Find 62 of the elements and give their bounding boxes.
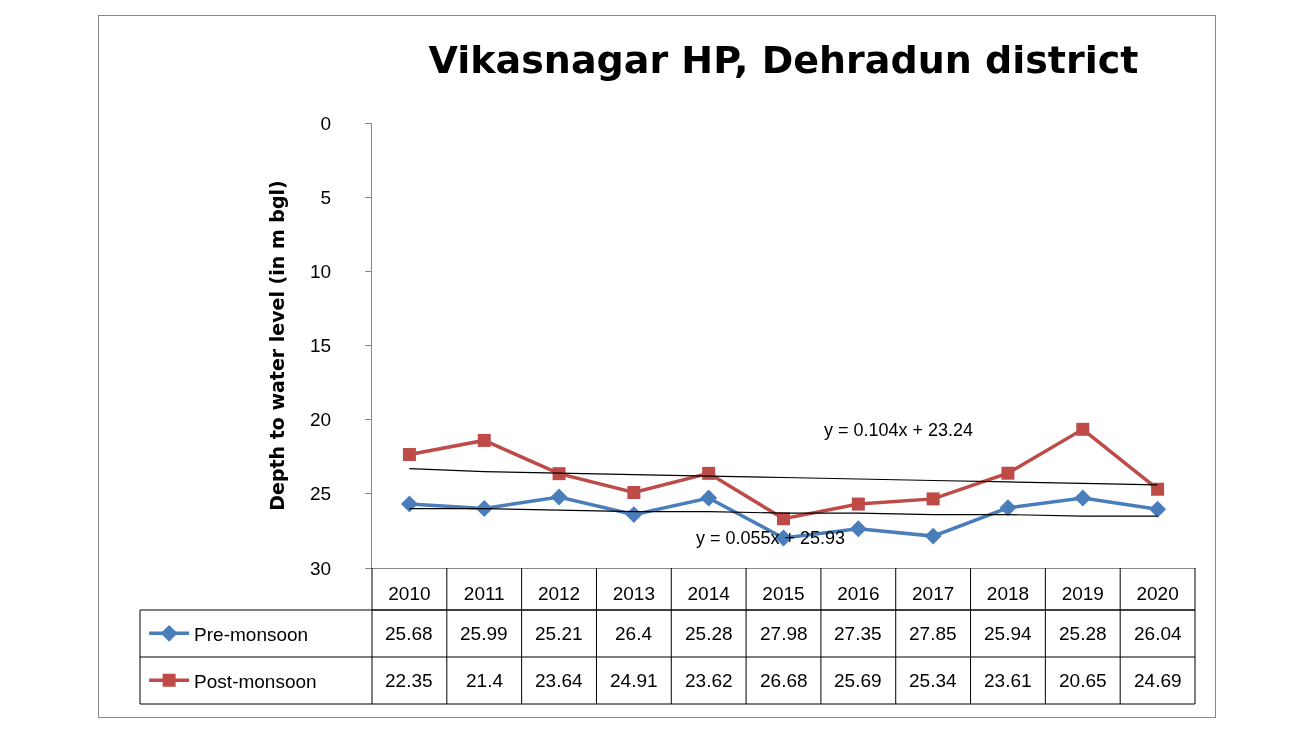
data-label: 25.21 xyxy=(535,623,583,644)
data-label: 27.35 xyxy=(834,623,882,644)
data-label: 23.64 xyxy=(535,670,583,691)
data-label: 27.98 xyxy=(760,623,808,644)
x-tick-label: 2015 xyxy=(762,582,805,604)
y-tick-label: 30 xyxy=(310,557,332,579)
point xyxy=(1149,500,1167,518)
data-label: 26.04 xyxy=(1134,623,1182,644)
point xyxy=(1001,466,1015,480)
point xyxy=(627,486,641,499)
y-tick-label: 20 xyxy=(310,409,332,431)
data-label: 25.94 xyxy=(984,623,1032,644)
data-label: 23.62 xyxy=(685,670,733,691)
data-label: 27.85 xyxy=(909,623,957,644)
point xyxy=(926,492,940,506)
data-label: 25.28 xyxy=(1059,623,1107,644)
point xyxy=(402,448,416,462)
data-label: 25.69 xyxy=(834,670,882,691)
data-label: 25.68 xyxy=(385,623,433,644)
legend-label: Pre-monsoon xyxy=(194,623,309,645)
x-tick-label: 2017 xyxy=(912,582,955,604)
point xyxy=(1151,482,1165,496)
data-label: 24.69 xyxy=(1134,670,1182,691)
point xyxy=(700,489,718,507)
data-label: 22.35 xyxy=(385,670,433,691)
point xyxy=(1076,422,1090,436)
x-tick-label: 2016 xyxy=(837,582,880,604)
annotation: y = 0.055x + 25.93 xyxy=(696,528,846,548)
point xyxy=(550,488,568,506)
x-tick-label: 2013 xyxy=(612,582,655,604)
data-label: 21.4 xyxy=(466,670,504,691)
data-label: 25.34 xyxy=(909,670,957,691)
x-tick-label: 2012 xyxy=(537,582,581,604)
y-tick-label: 10 xyxy=(310,260,332,282)
x-tick-label: 2019 xyxy=(1061,582,1104,604)
data-label: 23.61 xyxy=(984,670,1032,691)
legend-label: Post-monsoon xyxy=(194,670,317,692)
point xyxy=(999,499,1017,517)
data-label: 26.68 xyxy=(760,670,808,691)
x-tick-label: 2011 xyxy=(463,582,505,604)
y-tick-label: 5 xyxy=(320,186,332,208)
point xyxy=(477,433,491,447)
point xyxy=(924,527,942,545)
point xyxy=(849,520,867,538)
chart-title: Vikasnagar HP, Dehradun district xyxy=(428,37,1139,82)
x-tick-label: 2014 xyxy=(687,582,731,604)
y-axis-title: Depth to water level (in m bgl) xyxy=(265,180,288,511)
y-tick-label: 0 xyxy=(320,112,332,134)
annotation: y = 0.104x + 23.24 xyxy=(824,420,974,440)
data-label: 25.99 xyxy=(460,623,508,644)
point xyxy=(851,497,865,511)
y-tick-label: 15 xyxy=(310,335,332,357)
x-tick-label: 2020 xyxy=(1136,582,1179,604)
y-tick-label: 25 xyxy=(310,483,332,505)
x-tick-label: 2010 xyxy=(388,582,431,604)
data-label: 25.28 xyxy=(685,623,733,644)
data-label: 24.91 xyxy=(610,670,658,691)
point xyxy=(1074,489,1092,507)
data-label: 20.65 xyxy=(1059,670,1107,691)
data-label: 26.4 xyxy=(615,623,653,644)
point xyxy=(400,495,418,513)
x-tick-label: 2018 xyxy=(986,582,1030,604)
